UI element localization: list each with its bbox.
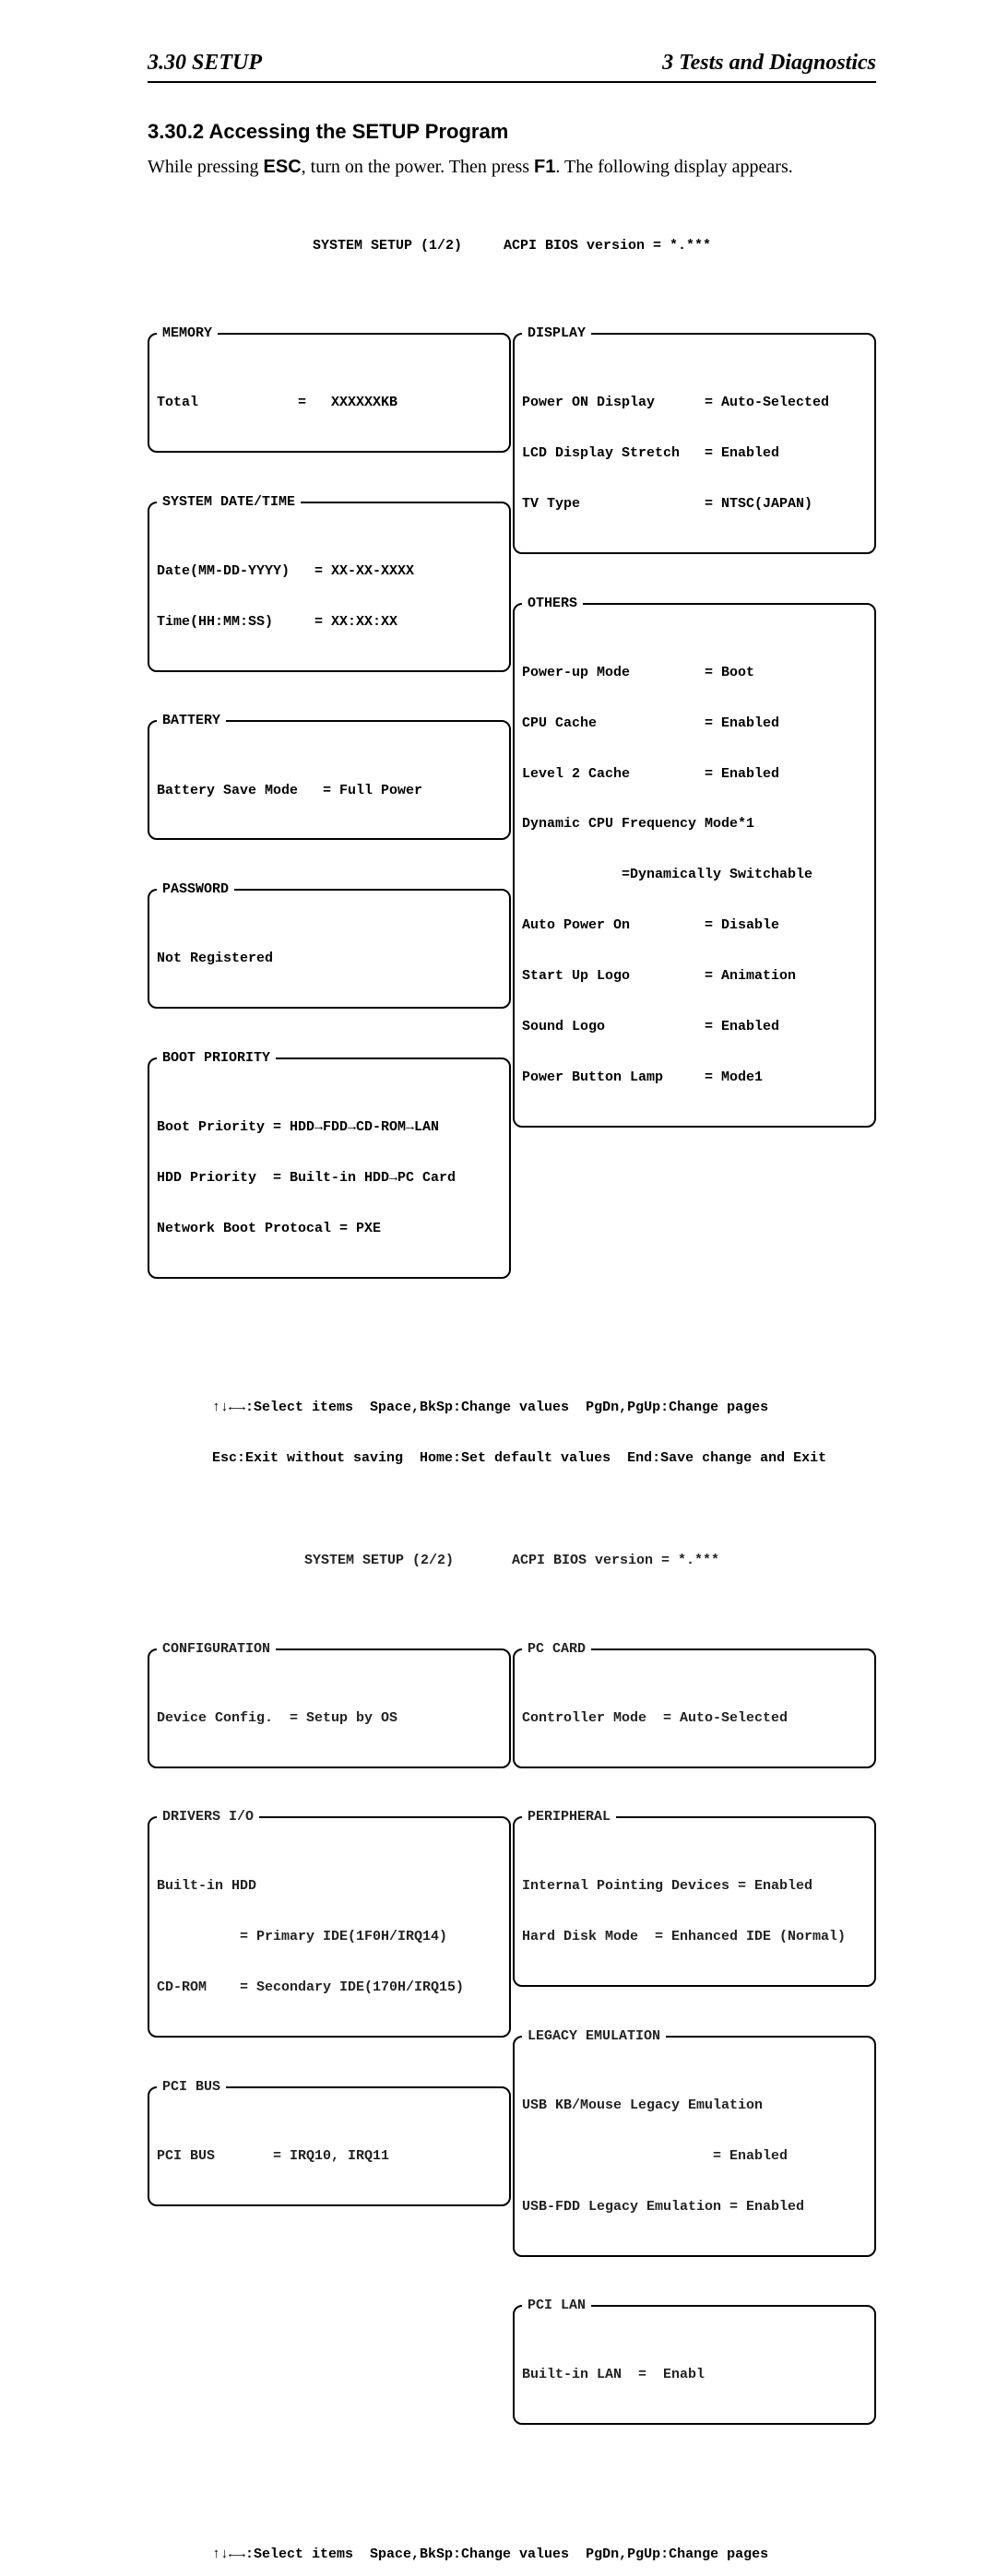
drivers-l2: = Primary IDE(1F0H/IRQ14) <box>157 1929 502 1945</box>
box-datetime: SYSTEM DATE/TIME Date(MM-DD-YYYY) = XX-X… <box>148 494 511 672</box>
help-bar-1: ↑↓←→:Select items Space,BkSp:Change valu… <box>212 1365 876 1483</box>
others-l6: Auto Power On = Disable <box>522 917 867 934</box>
legend-config: CONFIGURATION <box>157 1641 276 1658</box>
key-esc: ESC <box>264 157 302 177</box>
memory-line: Total = XXXXXXKB <box>157 395 502 411</box>
legend-pccard: PC CARD <box>522 1641 591 1658</box>
others-l7: Start Up Logo = Animation <box>522 968 867 985</box>
legend-memory: MEMORY <box>157 325 218 342</box>
display-l3: TV Type = NTSC(JAPAN) <box>522 496 867 513</box>
intro-text: While pressing ESC, turn on the power. T… <box>148 157 876 178</box>
box-config: CONFIGURATION Device Config. = Setup by … <box>148 1641 511 1768</box>
password-line: Not Registered <box>157 951 502 967</box>
help-bar-2: ↑↓←→:Select items Space,BkSp:Change valu… <box>212 2512 876 2576</box>
setup-screen-1: SYSTEM SETUP (1/2) ACPI BIOS version = *… <box>148 204 876 1332</box>
intro-post: . The following display appears. <box>555 157 792 177</box>
others-l8: Sound Logo = Enabled <box>522 1019 867 1035</box>
box-battery: BATTERY Battery Save Mode = Full Power <box>148 713 511 840</box>
page-header: 3.30 SETUP 3 Tests and Diagnostics <box>148 51 876 83</box>
box-pcilan: PCI LAN Built-in LAN = Enabl <box>513 2298 876 2425</box>
display-l1: Power ON Display = Auto-Selected <box>522 395 867 411</box>
boot-l3: Network Boot Protocal = PXE <box>157 1221 502 1237</box>
help1-l2: Esc:Exit without saving Home:Set default… <box>212 1450 876 1467</box>
help2-l1: ↑↓←→:Select items Space,BkSp:Change valu… <box>212 2546 876 2563</box>
legacy-l2: = Enabled <box>522 2148 867 2165</box>
others-l4: Dynamic CPU Frequency Mode*1 <box>522 816 867 833</box>
legend-display: DISPLAY <box>522 325 591 342</box>
pcilan-l1: Built-in LAN = Enabl <box>522 2367 867 2383</box>
intro-mid: , turn on the power. Then press <box>302 157 534 177</box>
others-l2: CPU Cache = Enabled <box>522 715 867 732</box>
legend-datetime: SYSTEM DATE/TIME <box>157 494 301 511</box>
setup2-title: SYSTEM SETUP (2/2) ACPI BIOS version = *… <box>148 1553 876 1569</box>
setup-screen-2: SYSTEM SETUP (2/2) ACPI BIOS version = *… <box>148 1518 876 2479</box>
legend-password: PASSWORD <box>157 881 234 898</box>
box-others: OTHERS Power-up Mode = Boot CPU Cache = … <box>513 596 876 1128</box>
legend-battery: BATTERY <box>157 713 226 729</box>
header-right: 3 Tests and Diagnostics <box>662 51 876 76</box>
others-l9: Power Button Lamp = Mode1 <box>522 1069 867 1086</box>
box-pccard: PC CARD Controller Mode = Auto-Selected <box>513 1641 876 1768</box>
periph-l2: Hard Disk Mode = Enhanced IDE (Normal) <box>522 1929 867 1945</box>
section-heading: 3.30.2 Accessing the SETUP Program <box>148 120 876 144</box>
pccard-l1: Controller Mode = Auto-Selected <box>522 1710 867 1727</box>
header-left: 3.30 SETUP <box>148 51 262 76</box>
drivers-l3: CD-ROM = Secondary IDE(170H/IRQ15) <box>157 1979 502 1996</box>
legend-pcilan: PCI LAN <box>522 2298 591 2314</box>
legend-others: OTHERS <box>522 596 583 612</box>
key-f1: F1 <box>534 157 555 177</box>
intro-pre: While pressing <box>148 157 264 177</box>
box-memory: MEMORY Total = XXXXXXKB <box>148 325 511 453</box>
legacy-l3: USB-FDD Legacy Emulation = Enabled <box>522 2199 867 2216</box>
periph-l1: Internal Pointing Devices = Enabled <box>522 1878 867 1895</box>
box-pcibus: PCI BUS PCI BUS = IRQ10, IRQ11 <box>148 2079 511 2206</box>
box-drivers: DRIVERS I/O Built-in HDD = Primary IDE(1… <box>148 1809 511 2038</box>
legend-boot: BOOT PRIORITY <box>157 1050 276 1067</box>
box-peripheral: PERIPHERAL Internal Pointing Devices = E… <box>513 1809 876 1987</box>
help1-l1: ↑↓←→:Select items Space,BkSp:Change valu… <box>212 1400 876 1416</box>
legacy-l1: USB KB/Mouse Legacy Emulation <box>522 2097 867 2114</box>
legend-drivers: DRIVERS I/O <box>157 1809 259 1826</box>
others-l5: =Dynamically Switchable <box>522 867 867 883</box>
boot-l1: Boot Priority = HDD→FDD→CD-ROM→LAN <box>157 1119 502 1136</box>
box-display: DISPLAY Power ON Display = Auto-Selected… <box>513 325 876 554</box>
box-legacy: LEGACY EMULATION USB KB/Mouse Legacy Emu… <box>513 2028 876 2257</box>
battery-line: Battery Save Mode = Full Power <box>157 783 502 799</box>
box-password: PASSWORD Not Registered <box>148 881 511 1009</box>
drivers-l1: Built-in HDD <box>157 1878 502 1895</box>
config-l1: Device Config. = Setup by OS <box>157 1710 502 1727</box>
legend-peripheral: PERIPHERAL <box>522 1809 616 1826</box>
boot-l2: HDD Priority = Built-in HDD→PC Card <box>157 1170 502 1187</box>
others-l1: Power-up Mode = Boot <box>522 665 867 681</box>
setup1-title: SYSTEM SETUP (1/2) ACPI BIOS version = *… <box>148 238 876 254</box>
legend-legacy: LEGACY EMULATION <box>522 2028 666 2045</box>
date-line: Date(MM-DD-YYYY) = XX-XX-XXXX <box>157 563 502 580</box>
pcibus-l1: PCI BUS = IRQ10, IRQ11 <box>157 2148 502 2165</box>
box-boot: BOOT PRIORITY Boot Priority = HDD→FDD→CD… <box>148 1050 511 1279</box>
others-l3: Level 2 Cache = Enabled <box>522 766 867 783</box>
display-l2: LCD Display Stretch = Enabled <box>522 445 867 462</box>
legend-pcibus: PCI BUS <box>157 2079 226 2096</box>
time-line: Time(HH:MM:SS) = XX:XX:XX <box>157 614 502 631</box>
